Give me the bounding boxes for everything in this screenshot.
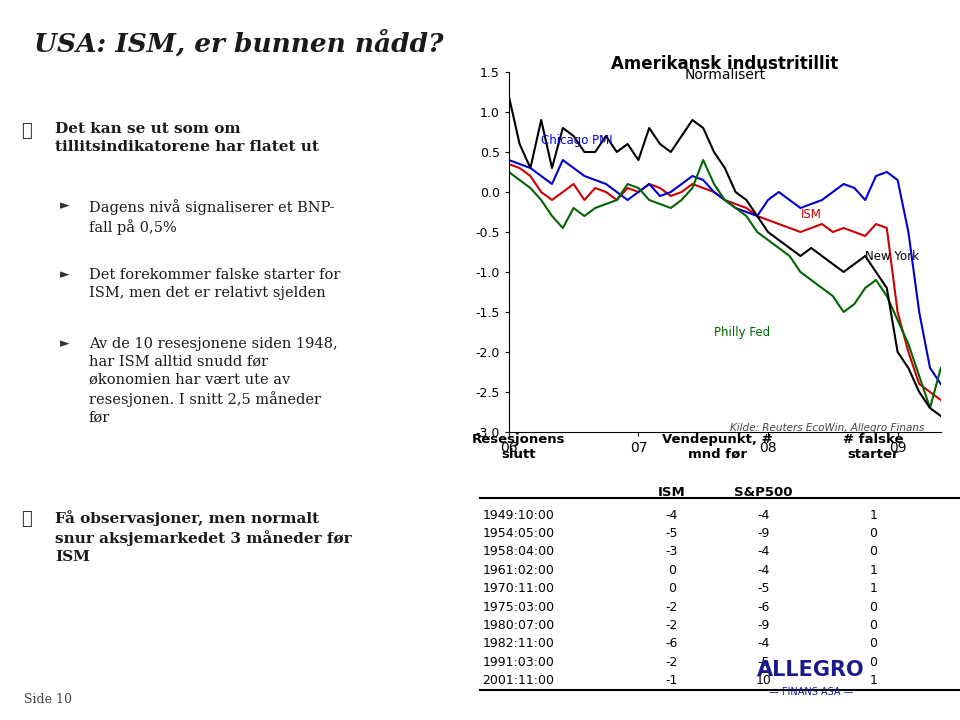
Text: -4: -4 [757, 509, 769, 522]
Text: # falske
starter: # falske starter [843, 433, 904, 461]
Text: Chicago PMI: Chicago PMI [541, 134, 612, 147]
Text: -2: -2 [666, 600, 678, 613]
Text: Philly Fed: Philly Fed [714, 326, 770, 339]
Text: 0: 0 [870, 527, 877, 540]
Text: S&P500: S&P500 [734, 486, 792, 499]
Text: -4: -4 [757, 637, 769, 650]
Text: 1961:02:00: 1961:02:00 [483, 564, 554, 577]
Text: Amerikansk industritillit: Amerikansk industritillit [612, 55, 838, 73]
Text: 0: 0 [668, 582, 676, 595]
Text: 0: 0 [870, 637, 877, 650]
Text: 2001:11:00: 2001:11:00 [482, 674, 555, 687]
Text: 1949:10:00: 1949:10:00 [483, 509, 554, 522]
Text: 10: 10 [756, 674, 771, 687]
Text: 0: 0 [870, 619, 877, 632]
Text: 1954:05:00: 1954:05:00 [482, 527, 555, 540]
Text: 0: 0 [870, 600, 877, 613]
Text: Side 10: Side 10 [24, 693, 72, 706]
Text: Dagens nivå signaliserer et BNP-
fall på 0,5%: Dagens nivå signaliserer et BNP- fall på… [88, 199, 334, 235]
Text: 1991:03:00: 1991:03:00 [483, 656, 554, 669]
Text: Det forekommer falske starter for
ISM, men det er relativt sjelden: Det forekommer falske starter for ISM, m… [88, 268, 340, 300]
Text: -4: -4 [757, 546, 769, 559]
Text: -2: -2 [666, 619, 678, 632]
Text: Kilde: Reuters EcoWin, Allegro Finans: Kilde: Reuters EcoWin, Allegro Finans [731, 423, 924, 433]
Text: ►: ► [60, 337, 70, 350]
Text: -9: -9 [757, 527, 769, 540]
Text: 1: 1 [870, 564, 877, 577]
Text: USA: ISM, er bunnen nådd?: USA: ISM, er bunnen nådd? [34, 29, 444, 56]
Text: -1: -1 [666, 674, 678, 687]
Text: Det kan se ut som om
tillitsindikatorene har flatet ut: Det kan se ut som om tillitsindikatorene… [56, 122, 319, 154]
Text: Normalisert: Normalisert [684, 68, 765, 81]
Text: 1: 1 [870, 582, 877, 595]
Text: Resesjonens
slutt: Resesjonens slutt [471, 433, 565, 461]
Text: ►: ► [60, 199, 70, 212]
Text: Vendepunkt, #
mnd før: Vendepunkt, # mnd før [662, 433, 773, 461]
Text: Av de 10 resesjonene siden 1948,
har ISM alltid snudd før
økonomien har vært ute: Av de 10 resesjonene siden 1948, har ISM… [88, 337, 338, 425]
Text: -6: -6 [757, 600, 769, 613]
Text: -5: -5 [665, 527, 679, 540]
Text: -5: -5 [756, 656, 770, 669]
Text: ✓: ✓ [21, 510, 32, 528]
Text: 0: 0 [870, 656, 877, 669]
Text: — FINANS ASA —: — FINANS ASA — [769, 687, 853, 697]
Text: ISM: ISM [801, 207, 821, 220]
Text: -3: -3 [666, 546, 678, 559]
Text: 1970:11:00: 1970:11:00 [482, 582, 555, 595]
Text: Få observasjoner, men normalt
snur aksjemarkedet 3 måneder før
ISM: Få observasjoner, men normalt snur aksje… [56, 510, 351, 564]
Text: -4: -4 [757, 564, 769, 577]
Text: ISM: ISM [659, 486, 685, 499]
Text: -9: -9 [757, 619, 769, 632]
Text: -2: -2 [666, 656, 678, 669]
Text: 0: 0 [668, 564, 676, 577]
Text: -5: -5 [756, 582, 770, 595]
Text: 1980:07:00: 1980:07:00 [482, 619, 555, 632]
Text: -6: -6 [666, 637, 678, 650]
Text: New York: New York [865, 250, 920, 263]
Text: ALLEGRO: ALLEGRO [757, 660, 865, 680]
Text: 1958:04:00: 1958:04:00 [482, 546, 555, 559]
Text: ✓: ✓ [21, 122, 32, 140]
Text: 1982:11:00: 1982:11:00 [483, 637, 554, 650]
Text: 1: 1 [870, 674, 877, 687]
Text: -4: -4 [666, 509, 678, 522]
Text: 0: 0 [870, 546, 877, 559]
Text: ►: ► [60, 268, 70, 281]
Text: 1975:03:00: 1975:03:00 [482, 600, 555, 613]
Text: 1: 1 [870, 509, 877, 522]
